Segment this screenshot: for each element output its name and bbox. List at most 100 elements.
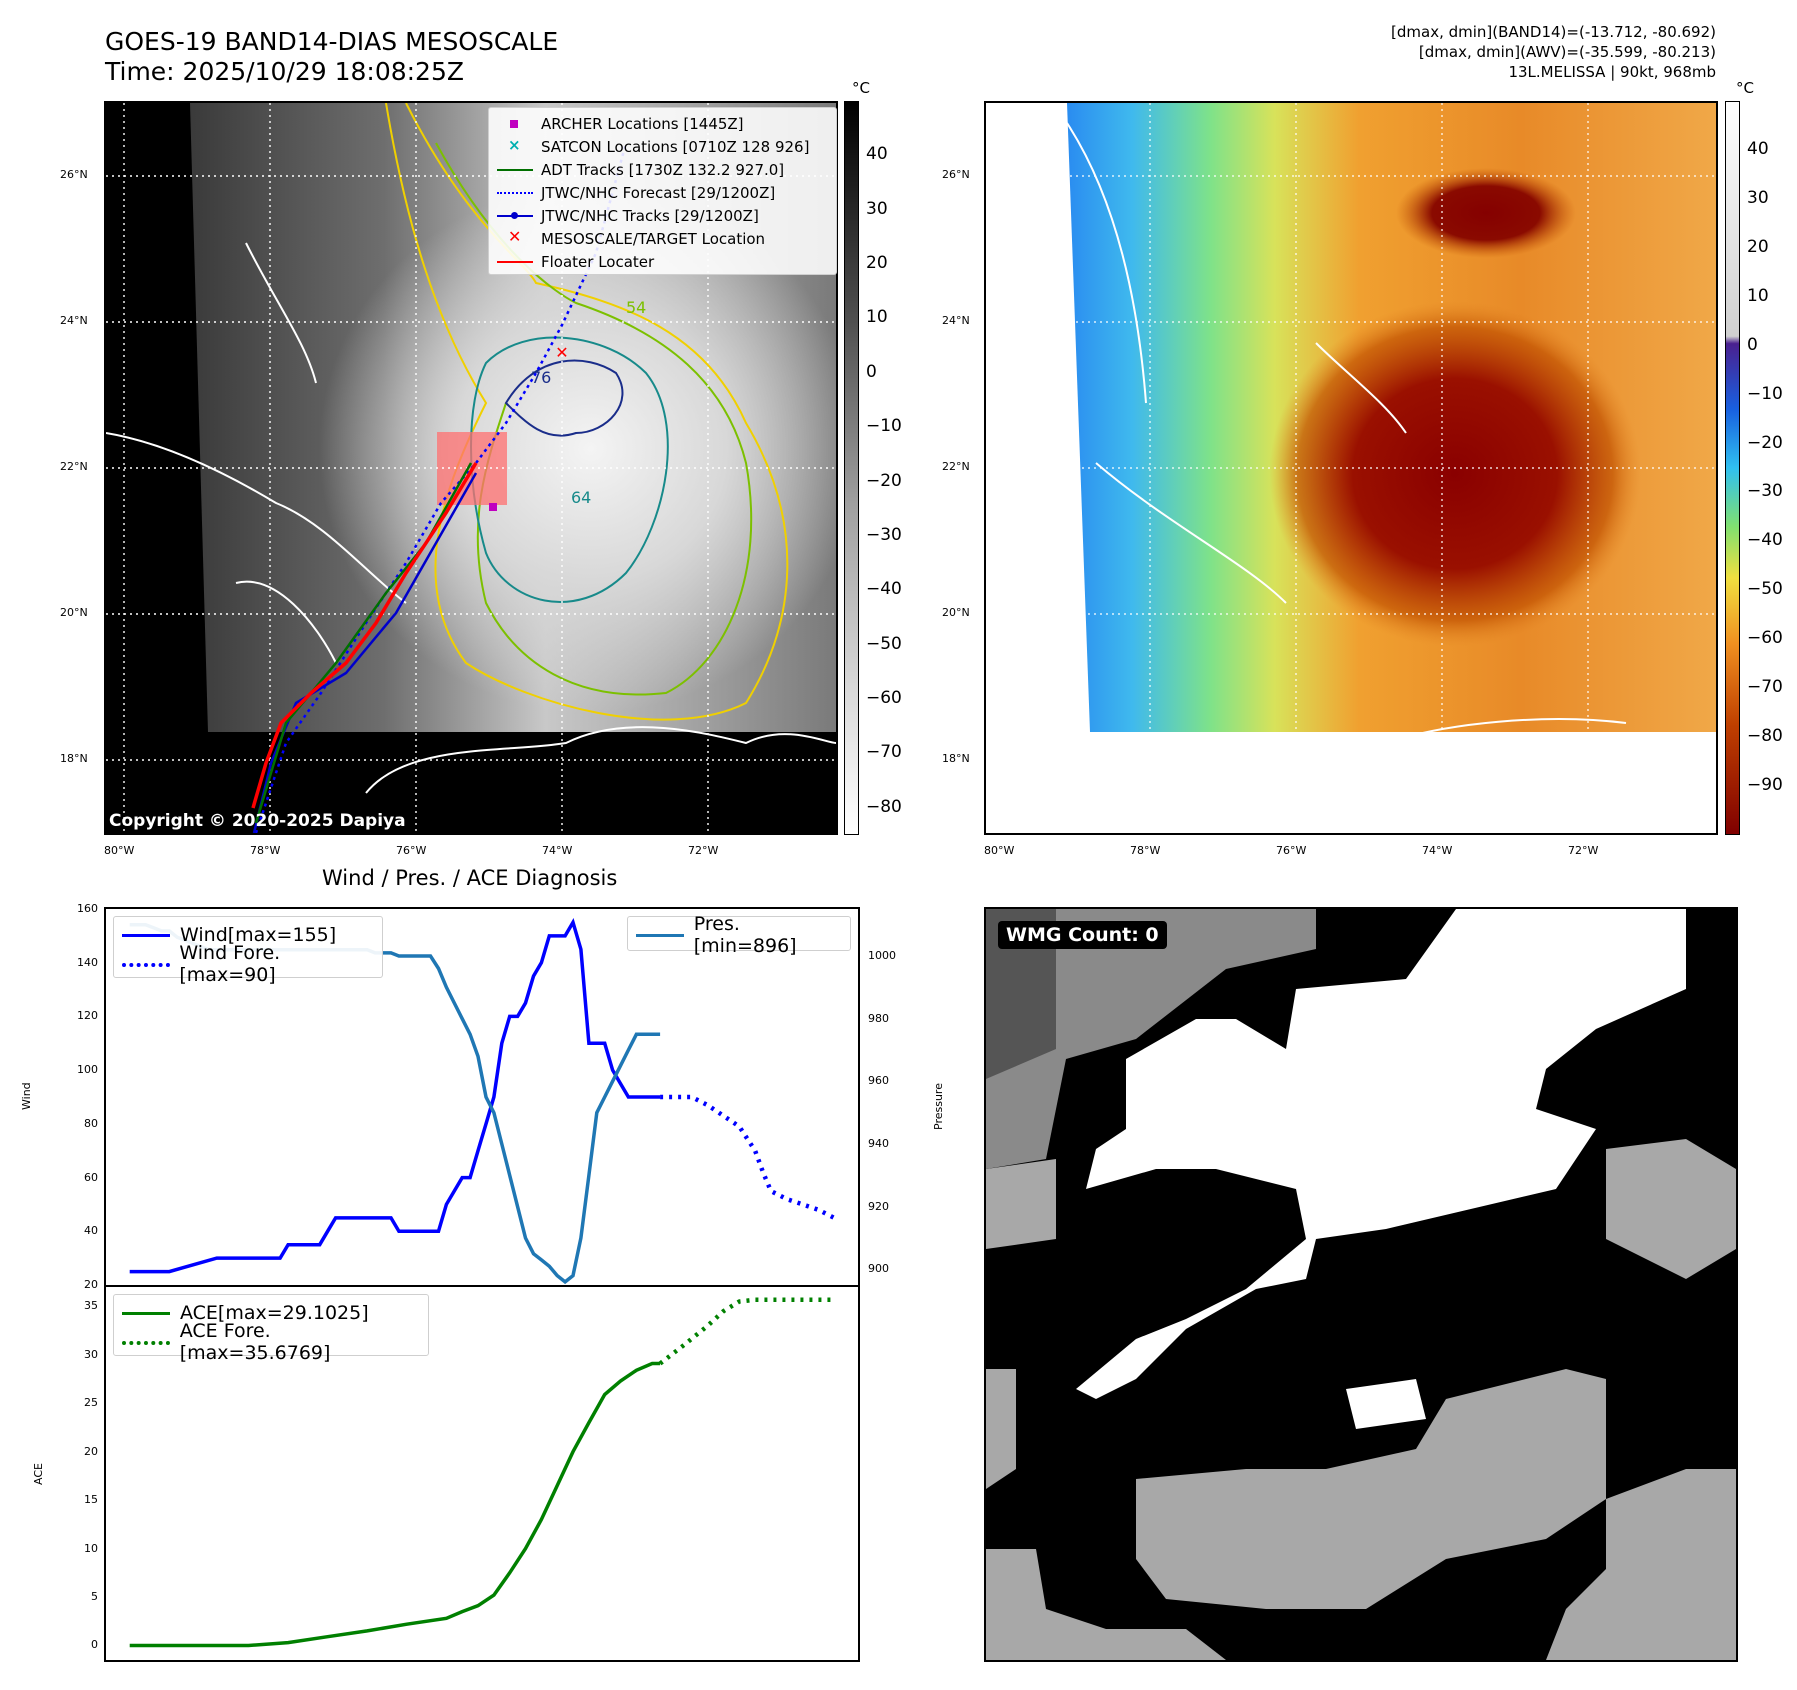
legend-entry-adt: ADT Tracks [1730Z 132.2 927.0] bbox=[497, 158, 828, 181]
lon-label: 76°W bbox=[1276, 844, 1307, 857]
line-dot-icon bbox=[497, 206, 533, 226]
lon-label: 78°W bbox=[1130, 844, 1161, 857]
wind-axis-label: Wind bbox=[20, 1082, 33, 1110]
map-legend: ARCHER Locations [1445Z] × SATCON Locati… bbox=[488, 107, 837, 275]
lon-label: 74°W bbox=[542, 844, 573, 857]
colorbar-tick-label: −60 bbox=[866, 688, 902, 709]
target-marker: ✕ bbox=[555, 343, 568, 362]
colorbar-tick-label: 10 bbox=[866, 307, 888, 328]
axis-tick-label: 10 bbox=[84, 1541, 98, 1555]
dotted-line-icon bbox=[497, 183, 533, 203]
legend-label: MESOSCALE/TARGET Location bbox=[541, 229, 766, 248]
square-icon bbox=[497, 114, 533, 134]
legend-label: ARCHER Locations [1445Z] bbox=[541, 114, 744, 133]
figure-title: GOES-19 BAND14-DIAS MESOSCALE bbox=[105, 27, 559, 56]
contour-yellow bbox=[385, 103, 789, 721]
colorbar-tick-label: −70 bbox=[866, 742, 902, 763]
nhc-track bbox=[252, 472, 478, 833]
coastlines bbox=[106, 242, 836, 794]
legend-entry-ace-forecast: ACE Fore.[max=35.6769] bbox=[122, 1320, 420, 1364]
colorbar-tick-label: 30 bbox=[866, 198, 888, 219]
colorbar-tick-label: 10 bbox=[1747, 285, 1769, 306]
colorbar-tick-label: −50 bbox=[866, 633, 902, 654]
colorbar-tick-label: −50 bbox=[1747, 579, 1783, 600]
legend-label: JTWC/NHC Forecast [29/1200Z] bbox=[541, 183, 776, 202]
lat-label: 24°N bbox=[942, 314, 970, 327]
wmg-count-badge: WMG Count: 0 bbox=[998, 921, 1167, 949]
axis-tick-label: 100 bbox=[77, 1063, 98, 1077]
ace-axis-label: ACE bbox=[32, 1463, 45, 1485]
band14-stats: [dmax, dmin](BAND14)=(-13.712, -80.692) bbox=[1391, 23, 1716, 41]
axis-tick-label: 60 bbox=[84, 1170, 98, 1184]
colorbar-tick-label: 0 bbox=[866, 361, 877, 382]
pressure-axis-label: Pressure bbox=[932, 1083, 945, 1130]
line-icon bbox=[497, 160, 533, 180]
ace-plot bbox=[129, 1297, 835, 1648]
lat-label: 20°N bbox=[60, 606, 88, 619]
awv-stats: [dmax, dmin](AWV)=(-35.599, -80.213) bbox=[1418, 43, 1716, 61]
wmg-gray-sw2 bbox=[986, 1549, 1226, 1660]
wmg-darkgray bbox=[986, 909, 1056, 1079]
contour-green bbox=[435, 142, 753, 696]
x-icon: ✕ bbox=[508, 226, 522, 246]
colorbar-tick-label: −10 bbox=[1747, 383, 1783, 404]
copyright-notice: Copyright © 2020-2025 Dapiya bbox=[109, 811, 406, 831]
legend-label: ACE Fore.[max=35.6769] bbox=[179, 1319, 331, 1364]
lon-label: 76°W bbox=[396, 844, 427, 857]
line-icon bbox=[122, 1303, 170, 1323]
legend-entry-wind: Wind[max=155] bbox=[122, 920, 374, 949]
legend-entry-floater: Floater Locater bbox=[497, 250, 828, 273]
axis-tick-label: 1000 bbox=[868, 949, 896, 962]
x-icon: × bbox=[508, 135, 521, 154]
series-line-1 bbox=[658, 1297, 835, 1366]
colorbar-tick-label: −80 bbox=[1747, 726, 1783, 747]
archer-marker bbox=[489, 503, 497, 511]
colorbar-tick-label: 0 bbox=[1747, 334, 1758, 355]
colorbar-tick-label: −20 bbox=[866, 470, 902, 491]
legend-entry-tracks: JTWC/NHC Tracks [29/1200Z] bbox=[497, 204, 828, 227]
axis-tick-label: 5 bbox=[91, 1590, 98, 1604]
colorbar-tick-label: 30 bbox=[1747, 187, 1769, 208]
pressure-legend: Pres.[min=896] bbox=[627, 913, 851, 957]
dotted-line-icon bbox=[122, 954, 170, 974]
wmg-gray-south bbox=[1136, 1369, 1606, 1609]
line-icon bbox=[122, 925, 170, 945]
diagnosis-title: Wind / Pres. / ACE Diagnosis bbox=[322, 866, 618, 890]
awv-map-panel bbox=[984, 101, 1718, 835]
wmg-gray-sw1 bbox=[986, 1369, 1016, 1489]
legend-entry-wind-forecast: Wind Fore.[max=90] bbox=[122, 942, 374, 986]
legend-entry-archer: ARCHER Locations [1445Z] bbox=[497, 112, 828, 135]
colorbar-tick-label: 20 bbox=[866, 253, 888, 274]
legend-label: ACE[max=29.1025] bbox=[180, 1301, 369, 1324]
wmg-white-south bbox=[1346, 1379, 1426, 1429]
lat-label: 24°N bbox=[60, 314, 88, 327]
contour-label-2: 64 bbox=[571, 488, 591, 507]
colorbar-tick-label: −40 bbox=[1747, 530, 1783, 551]
lon-label: 74°W bbox=[1422, 844, 1453, 857]
axis-tick-label: 25 bbox=[84, 1396, 98, 1410]
lon-label: 72°W bbox=[688, 844, 719, 857]
series-line-0 bbox=[129, 918, 661, 1274]
cbar-left-unit: °C bbox=[852, 79, 870, 97]
series-line-0 bbox=[129, 1361, 661, 1648]
legend-label: Floater Locater bbox=[541, 252, 655, 271]
cbar-right bbox=[1725, 101, 1740, 835]
colorbar-tick-label: −30 bbox=[866, 524, 902, 545]
lon-label: 80°W bbox=[104, 844, 135, 857]
legend-label: Pres.[min=896] bbox=[693, 912, 797, 957]
ace-panel bbox=[104, 1285, 860, 1662]
lat-label: 22°N bbox=[942, 460, 970, 473]
axis-tick-label: 0 bbox=[91, 1638, 98, 1652]
axis-tick-label: 80 bbox=[84, 1116, 98, 1130]
lon-label: 72°W bbox=[1568, 844, 1599, 857]
colorbar-tick-label: −60 bbox=[1747, 628, 1783, 649]
colorbar-tick-label: 40 bbox=[1747, 138, 1769, 159]
axis-tick-label: 30 bbox=[84, 1347, 98, 1361]
colorbar-tick-label: −20 bbox=[1747, 432, 1783, 453]
awv-coastlines bbox=[1066, 122, 1627, 744]
wmg-map bbox=[986, 909, 1736, 1660]
wmg-gray-w bbox=[986, 1159, 1056, 1249]
axis-tick-label: 120 bbox=[77, 1009, 98, 1023]
figure-time: Time: 2025/10/29 18:08:25Z bbox=[105, 57, 464, 86]
awv-storm-core bbox=[1136, 193, 1716, 733]
